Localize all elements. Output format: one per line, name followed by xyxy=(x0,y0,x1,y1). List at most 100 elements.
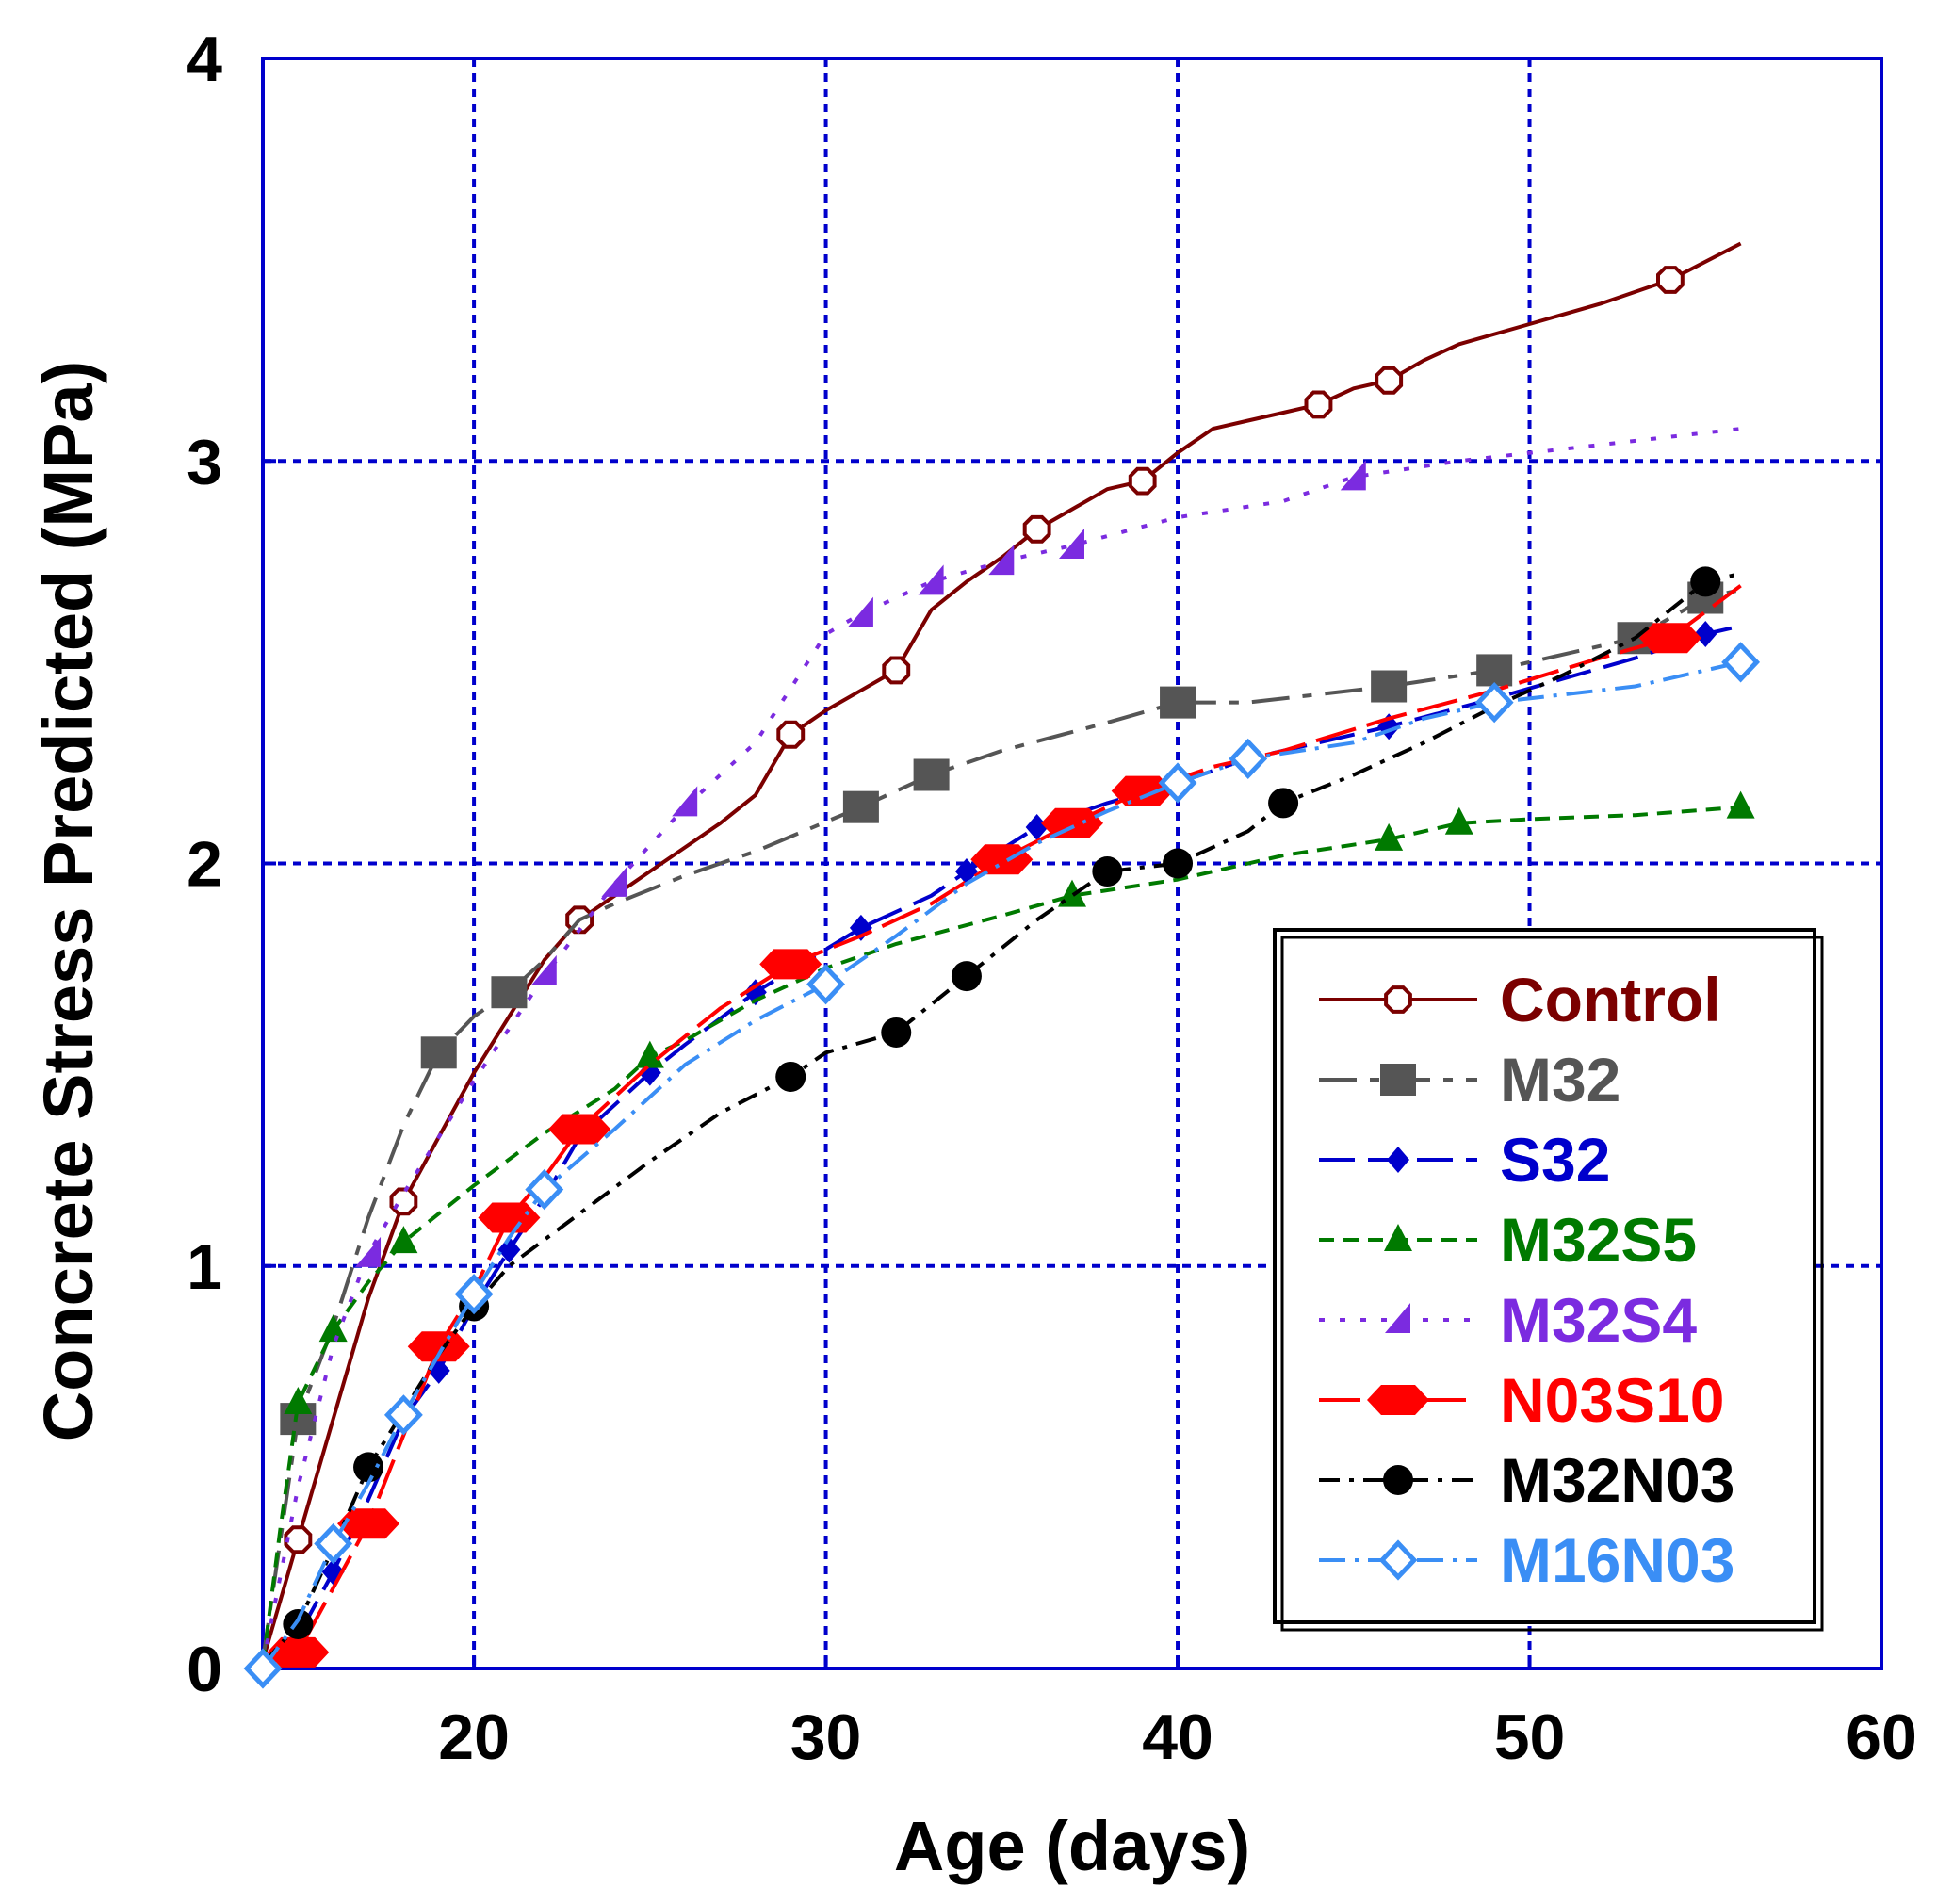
legend-label: M32N03 xyxy=(1500,1445,1734,1515)
data-point xyxy=(548,1114,611,1145)
data-point xyxy=(954,858,978,886)
data-point xyxy=(283,1609,314,1640)
y-tick-label: 1 xyxy=(187,1231,222,1303)
data-point xyxy=(389,1187,418,1216)
legend-marker xyxy=(1367,1385,1429,1415)
legend-item-n03s10: N03S10 xyxy=(1319,1365,1725,1435)
series-line xyxy=(261,805,1741,1665)
legend-marker xyxy=(1378,1539,1418,1581)
data-point xyxy=(1128,466,1157,496)
data-point xyxy=(881,1017,912,1048)
legend-marker xyxy=(1385,1303,1410,1333)
data-point xyxy=(1375,366,1404,395)
x-tick-label: 60 xyxy=(1846,1701,1917,1773)
data-point xyxy=(847,596,873,627)
data-point xyxy=(1375,822,1404,851)
data-point xyxy=(1638,623,1701,654)
data-point xyxy=(1340,460,1366,491)
data-point xyxy=(1721,642,1761,683)
x-tick-label: 50 xyxy=(1494,1701,1566,1773)
legend-item-m32n03: M32N03 xyxy=(1319,1445,1734,1515)
legend-marker xyxy=(1380,1064,1416,1096)
legend-label: N03S10 xyxy=(1500,1365,1725,1435)
data-point xyxy=(882,656,911,685)
legend-label: M32 xyxy=(1500,1045,1620,1115)
data-point xyxy=(284,1525,313,1554)
data-point xyxy=(284,1387,313,1415)
data-point xyxy=(759,949,822,980)
legend-label: M16N03 xyxy=(1500,1525,1734,1595)
series-line xyxy=(261,659,1742,1670)
series-m32s4 xyxy=(261,427,1741,1666)
data-point xyxy=(454,1274,494,1315)
y-tick-label: 0 xyxy=(187,1634,222,1705)
data-point xyxy=(951,961,982,992)
series-m32s5 xyxy=(261,790,1755,1665)
data-point xyxy=(1111,775,1174,806)
data-point xyxy=(1476,654,1513,687)
legend-marker xyxy=(1383,1465,1413,1495)
data-point xyxy=(318,1314,348,1343)
data-point xyxy=(1163,848,1194,879)
data-point xyxy=(420,1036,457,1069)
legend-box xyxy=(1273,928,1816,1624)
legend-marker xyxy=(1387,1147,1409,1173)
data-point xyxy=(478,1202,541,1233)
data-point xyxy=(314,1522,353,1565)
legend-label: S32 xyxy=(1500,1125,1610,1195)
data-point xyxy=(635,1040,664,1068)
data-point xyxy=(776,720,806,749)
x-axis-title: Age (days) xyxy=(894,1807,1250,1885)
data-point xyxy=(918,564,944,595)
legend-item-m32s5: M32S5 xyxy=(1319,1205,1697,1275)
axis-ticks: 20 30 40 50 60 0 1 2 3 4 xyxy=(187,24,1917,1773)
y-axis-title: Concrete Stress Predicted (MPa) xyxy=(29,361,107,1441)
data-point xyxy=(1726,790,1755,819)
legend-item-m32: M32 xyxy=(1319,1045,1620,1115)
x-tick-label: 20 xyxy=(438,1701,510,1773)
data-point xyxy=(491,976,528,1009)
data-point xyxy=(672,786,698,817)
data-point xyxy=(389,1226,418,1254)
data-point xyxy=(775,1061,806,1092)
legend-shadow xyxy=(1280,936,1824,1632)
x-tick-label: 40 xyxy=(1142,1701,1213,1773)
legend-label: M32S4 xyxy=(1500,1285,1697,1355)
data-point xyxy=(1268,788,1299,819)
data-point xyxy=(1158,762,1197,804)
data-point xyxy=(267,1636,330,1668)
y-tick-label: 4 xyxy=(187,24,222,95)
data-point xyxy=(383,1394,423,1436)
data-point xyxy=(1059,528,1084,559)
legend: Control M32 S32 M32S5 M32S4 N03S10 M32N03 M16N0… xyxy=(1273,928,1824,1632)
data-point xyxy=(497,1236,521,1263)
data-point xyxy=(1160,686,1196,719)
data-point xyxy=(1690,566,1721,597)
data-point xyxy=(1041,807,1103,838)
legend-item-m32s4: M32S4 xyxy=(1319,1285,1697,1355)
data-point xyxy=(970,844,1034,875)
legend-marker xyxy=(1384,1224,1412,1251)
data-point xyxy=(353,1452,384,1483)
data-point xyxy=(806,964,846,1005)
x-tick-label: 30 xyxy=(790,1701,862,1773)
data-point xyxy=(601,866,627,897)
data-point xyxy=(1229,738,1268,780)
data-point xyxy=(337,1508,400,1539)
data-point xyxy=(1474,681,1514,724)
data-point xyxy=(530,954,557,985)
data-point xyxy=(243,1648,283,1689)
data-point xyxy=(1444,806,1473,835)
data-point xyxy=(1371,670,1408,703)
data-point xyxy=(1304,390,1333,419)
y-tick-label: 3 xyxy=(187,426,222,497)
data-point xyxy=(913,758,950,791)
data-point xyxy=(1656,266,1685,294)
legend-item-control: Control xyxy=(1319,965,1721,1034)
data-point xyxy=(1092,856,1123,887)
series-group xyxy=(243,241,1761,1689)
y-tick-label: 2 xyxy=(187,829,222,901)
legend-label: Control xyxy=(1500,965,1721,1034)
legend-item-m16n03: M16N03 xyxy=(1319,1525,1734,1595)
